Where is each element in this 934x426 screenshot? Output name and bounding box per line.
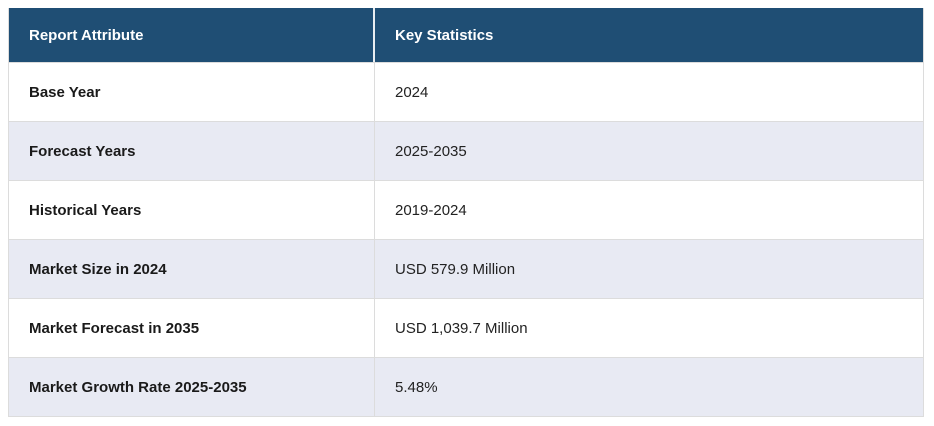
- row-label: Base Year: [9, 63, 375, 121]
- row-value: USD 579.9 Million: [395, 260, 516, 278]
- row-value: 2019-2024: [395, 201, 467, 219]
- table-row-forecast-years: Forecast Years 2025-2035: [9, 121, 923, 180]
- row-label: Forecast Years: [9, 122, 375, 180]
- row-label: Market Size in 2024: [9, 240, 375, 298]
- row-value: 5.48%: [395, 378, 438, 396]
- table-row-historical-years: Historical Years 2019-2024: [9, 180, 923, 239]
- row-label: Historical Years: [9, 181, 375, 239]
- report-statistics-table: Report Attribute Key Statistics Base Yea…: [8, 8, 924, 417]
- table-row-market-growth-rate: Market Growth Rate 2025-2035 5.48%: [9, 357, 923, 416]
- table-row-base-year: Base Year 2024: [9, 62, 923, 121]
- row-value: 2024: [395, 83, 429, 101]
- table-row-market-size-2024: Market Size in 2024 USD 579.9 Million: [9, 239, 923, 298]
- row-value: USD 1,039.7 Million: [395, 319, 528, 337]
- header-cell-key-statistics: Key Statistics: [395, 26, 494, 44]
- table-header-row: Report Attribute Key Statistics: [9, 8, 923, 62]
- header-cell-report-attribute: Report Attribute: [9, 8, 375, 62]
- table-row-market-forecast-2035: Market Forecast in 2035 USD 1,039.7 Mill…: [9, 298, 923, 357]
- row-label: Market Growth Rate 2025-2035: [9, 358, 375, 416]
- row-label: Market Forecast in 2035: [9, 299, 375, 357]
- row-value: 2025-2035: [395, 142, 467, 160]
